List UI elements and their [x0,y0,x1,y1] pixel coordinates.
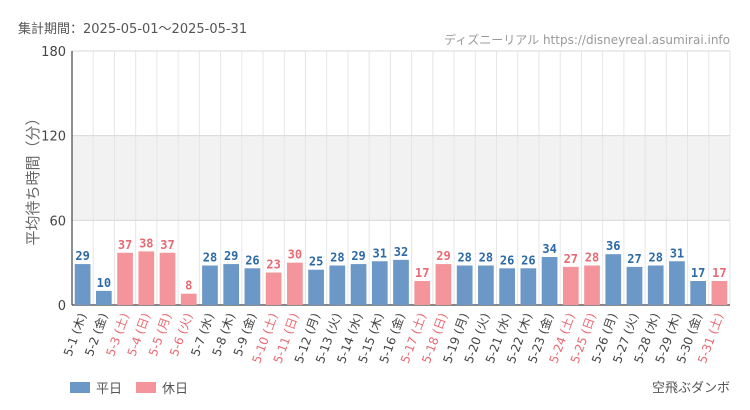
bar[interactable] [138,251,155,305]
data-label: 26 [245,253,259,267]
y-axis-title: 平均待ち時間（分） [24,110,42,245]
data-label: 31 [373,246,387,260]
bar[interactable] [711,281,728,305]
data-label: 23 [266,258,280,272]
data-label: 26 [500,253,514,267]
y-tick-label: 0 [58,299,66,314]
y-tick-label: 120 [41,130,66,145]
data-label: 28 [479,250,493,264]
data-label: 30 [288,248,302,262]
bar[interactable] [626,266,643,305]
bar[interactable] [478,265,494,305]
data-label: 17 [691,266,705,280]
bar[interactable] [562,266,579,305]
period-label: 集計期間：2025-05-01～2025-05-31 [18,22,248,37]
legend-label-holiday: 休日 [162,382,189,397]
bar[interactable] [456,265,473,305]
bar[interactable] [223,264,240,305]
bar[interactable] [647,265,664,305]
data-label: 37 [118,238,132,252]
bar[interactable] [350,264,367,305]
bar[interactable] [159,252,176,305]
bar[interactable] [499,268,515,305]
data-label: 29 [351,249,365,263]
data-label: 27 [627,252,641,266]
legend-label-weekday: 平日 [96,382,123,397]
data-label: 27 [564,252,578,266]
band-0 [72,135,730,221]
legend-item-holiday[interactable]: 休日 [136,378,188,397]
data-label: 29 [75,249,89,263]
data-label: 29 [224,249,238,263]
bar[interactable] [584,265,600,305]
data-label: 28 [648,250,662,264]
data-label: 32 [394,245,408,259]
bar[interactable] [690,281,707,305]
data-label: 28 [330,250,344,264]
bar[interactable] [669,261,685,305]
data-label: 28 [457,250,471,264]
bar[interactable] [117,252,133,305]
source-label: ディズニーリアル https://disneyreal.asumirai.inf… [444,33,730,47]
bar[interactable] [329,265,346,305]
legend-item-weekday[interactable]: 平日 [70,378,122,397]
attraction-name: 空飛ぶダンボ [651,381,730,396]
bar[interactable] [74,264,91,305]
data-label: 8 [185,279,192,293]
legend-swatch-holiday [136,382,156,393]
bar[interactable] [393,259,409,305]
data-label: 38 [139,236,153,250]
data-label: 37 [160,238,174,252]
data-label: 34 [542,242,556,256]
data-label: 28 [203,250,217,264]
data-label: 10 [97,276,111,290]
data-label: 28 [585,250,599,264]
legend-swatch-weekday [70,382,90,393]
bar[interactable] [95,290,112,305]
bar[interactable] [435,264,452,305]
data-label: 17 [712,266,726,280]
data-label: 25 [309,255,323,269]
bar[interactable] [605,254,622,305]
y-tick-label: 180 [41,45,66,60]
bar[interactable] [414,281,431,305]
data-label: 29 [436,249,450,263]
data-label: 36 [606,239,620,253]
bar[interactable] [180,293,197,305]
bar[interactable] [244,268,261,305]
data-label: 26 [521,253,535,267]
bar[interactable] [520,268,537,305]
bar[interactable] [541,257,558,305]
bar[interactable] [371,261,388,305]
bar[interactable] [265,272,282,305]
bar[interactable] [287,262,303,305]
y-tick-label: 60 [49,214,66,229]
bar[interactable] [202,265,218,305]
data-label: 17 [415,266,429,280]
data-label: 31 [670,246,684,260]
bar[interactable] [308,269,324,305]
